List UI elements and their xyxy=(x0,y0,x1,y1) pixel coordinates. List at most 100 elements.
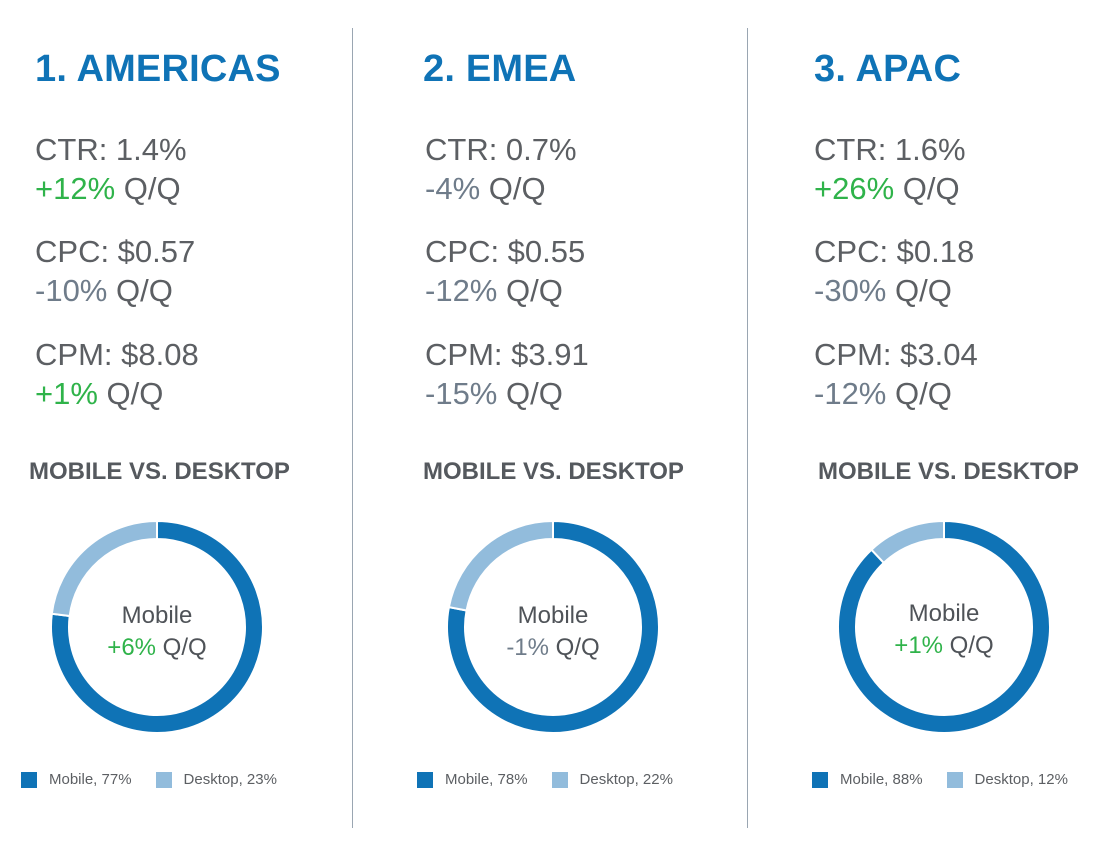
legend-swatch-mobile xyxy=(417,771,433,788)
change-value: -12% xyxy=(814,376,887,411)
metric-change: +1% Q/Q xyxy=(35,374,199,413)
legend-label: Desktop, 12% xyxy=(974,771,1068,788)
cpc-metric: CPC: $0.57 -10% Q/Q xyxy=(35,232,195,310)
metric-label: CPM: $3.04 xyxy=(814,337,978,372)
donut-slice-mobile xyxy=(50,519,264,734)
qq-suffix: Q/Q xyxy=(488,171,546,206)
region-apac: 3. APAC CTR: 1.6% +26% Q/Q CPC: $0.18 -3… xyxy=(812,0,1104,853)
legend-swatch-mobile xyxy=(812,771,828,788)
change-value: -30% xyxy=(814,273,887,308)
mobile-change-value: +6% xyxy=(107,634,156,661)
donut-slice-desktop xyxy=(870,519,945,565)
qq-suffix: Q/Q xyxy=(106,376,164,411)
metric-label: CPC: $0.57 xyxy=(35,234,196,269)
metric-label: CPM: $8.08 xyxy=(35,337,199,372)
metric-change: -4% Q/Q xyxy=(425,169,577,208)
qq-suffix: Q/Q xyxy=(949,632,994,659)
mobile-change-value: +1% xyxy=(894,632,943,659)
legend-label: Mobile, 88% xyxy=(840,771,923,788)
qq-suffix: Q/Q xyxy=(123,171,181,206)
legend-desktop: Desktop, 23% xyxy=(155,771,277,788)
legend-desktop: Desktop, 12% xyxy=(946,771,1068,788)
change-value: +1% xyxy=(35,376,98,411)
qq-suffix: Q/Q xyxy=(895,273,952,308)
metric-label: CPC: $0.18 xyxy=(814,234,975,269)
center-change: +1% Q/Q xyxy=(837,630,1051,662)
donut-center-label: Mobile +6% Q/Q xyxy=(50,600,264,664)
legend-swatch-desktop xyxy=(551,771,568,788)
legend-label: Mobile, 78% xyxy=(445,771,528,788)
qq-suffix: Q/Q xyxy=(116,273,173,308)
metric-change: -30% Q/Q xyxy=(814,271,974,310)
metric-change: +26% Q/Q xyxy=(814,169,966,208)
donut-center-label: Mobile +1% Q/Q xyxy=(837,598,1051,662)
mobile-vs-desktop-title: MOBILE VS. DESKTOP xyxy=(29,458,290,485)
legend-label: Desktop, 22% xyxy=(579,771,673,788)
donut-legend: Mobile, 88% Desktop, 12% xyxy=(812,771,1092,788)
metric-change: -15% Q/Q xyxy=(425,374,589,413)
center-change: +6% Q/Q xyxy=(50,632,264,664)
legend-label: Mobile, 77% xyxy=(49,771,132,788)
donut-legend: Mobile, 77% Desktop, 23% xyxy=(21,771,301,788)
metric-change: -12% Q/Q xyxy=(814,374,978,413)
qq-suffix: Q/Q xyxy=(162,634,207,661)
region-emea: 2. EMEA CTR: 0.7% -4% Q/Q CPC: $0.55 -12… xyxy=(417,0,761,853)
center-change: -1% Q/Q xyxy=(446,632,660,664)
column-divider-1 xyxy=(352,28,353,828)
qq-suffix: Q/Q xyxy=(895,376,952,411)
legend-desktop: Desktop, 22% xyxy=(551,771,673,788)
cpm-metric: CPM: $3.91 -15% Q/Q xyxy=(425,335,589,413)
metric-label: CTR: 1.6% xyxy=(814,132,966,167)
metric-change: +12% Q/Q xyxy=(35,169,187,208)
metric-change: -10% Q/Q xyxy=(35,271,195,310)
donut-slice-mobile xyxy=(446,519,660,734)
legend-mobile: Mobile, 77% xyxy=(21,771,132,788)
legend-swatch-desktop xyxy=(155,771,172,788)
ctr-metric: CTR: 1.4% +12% Q/Q xyxy=(35,130,187,208)
donut-chart xyxy=(446,519,660,734)
donut-slice-mobile xyxy=(837,519,1051,734)
legend-swatch-desktop xyxy=(946,771,963,788)
qq-suffix: Q/Q xyxy=(555,634,600,661)
center-title: Mobile xyxy=(908,600,980,627)
qq-suffix: Q/Q xyxy=(506,273,563,308)
metric-change: -12% Q/Q xyxy=(425,271,585,310)
cpc-metric: CPC: $0.55 -12% Q/Q xyxy=(425,232,585,310)
change-value: -12% xyxy=(425,273,498,308)
cpc-metric: CPC: $0.18 -30% Q/Q xyxy=(814,232,974,310)
qq-suffix: Q/Q xyxy=(902,171,960,206)
metric-label: CTR: 1.4% xyxy=(35,132,187,167)
change-value: -15% xyxy=(425,376,498,411)
mobile-vs-desktop-title: MOBILE VS. DESKTOP xyxy=(423,458,684,485)
ctr-metric: CTR: 1.6% +26% Q/Q xyxy=(814,130,966,208)
region-title: 2. EMEA xyxy=(423,48,577,90)
region-title: 1. AMERICAS xyxy=(35,48,281,90)
legend-swatch-mobile xyxy=(21,771,37,788)
mobile-vs-desktop-title: MOBILE VS. DESKTOP xyxy=(818,458,1079,485)
center-title: Mobile xyxy=(121,602,193,629)
qq-suffix: Q/Q xyxy=(506,376,563,411)
cpm-metric: CPM: $3.04 -12% Q/Q xyxy=(814,335,978,413)
donut-chart xyxy=(50,519,264,734)
metric-label: CPM: $3.91 xyxy=(425,337,589,372)
mobile-change-value: -1% xyxy=(506,634,549,661)
legend-label: Desktop, 23% xyxy=(183,771,277,788)
legend-mobile: Mobile, 88% xyxy=(812,771,923,788)
center-title: Mobile xyxy=(517,602,589,629)
donut-center-label: Mobile -1% Q/Q xyxy=(446,600,660,664)
region-americas: 1. AMERICAS CTR: 1.4% +12% Q/Q CPC: $0.5… xyxy=(21,0,365,853)
change-value: -4% xyxy=(425,171,481,206)
cpm-metric: CPM: $8.08 +1% Q/Q xyxy=(35,335,199,413)
donut-legend: Mobile, 78% Desktop, 22% xyxy=(417,771,697,788)
legend-mobile: Mobile, 78% xyxy=(417,771,528,788)
donut-slice-desktop xyxy=(50,519,158,618)
region-title: 3. APAC xyxy=(814,48,962,90)
donut-chart xyxy=(837,519,1051,734)
donut-slice-desktop xyxy=(447,519,554,612)
column-divider-2 xyxy=(747,28,748,828)
metric-label: CTR: 0.7% xyxy=(425,132,577,167)
change-value: +26% xyxy=(814,171,895,206)
change-value: +12% xyxy=(35,171,116,206)
metric-label: CPC: $0.55 xyxy=(425,234,586,269)
ctr-metric: CTR: 0.7% -4% Q/Q xyxy=(425,130,577,208)
